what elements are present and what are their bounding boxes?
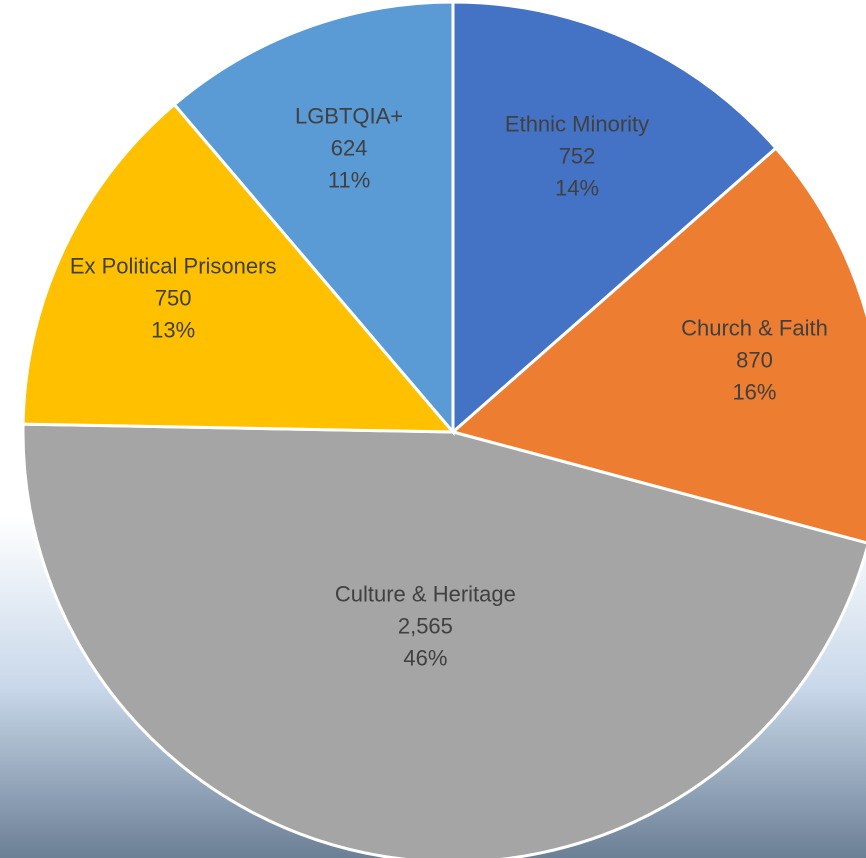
slice-category-label: Ethnic Minority (505, 112, 649, 137)
slice-category-label: Ex Political Prisoners (70, 253, 277, 278)
slice-category-label: Church & Faith (681, 315, 828, 340)
slice-category-label: Culture & Heritage (335, 582, 516, 607)
slice-percent-label: 13% (151, 317, 195, 342)
slice-percent-label: 14% (555, 176, 599, 201)
slice-percent-label: 46% (403, 646, 447, 671)
page: Ethnic Minority 752 14% Church & Faith 870 16… (0, 0, 866, 858)
pie (23, 2, 866, 858)
slice-value-label: 750 (155, 285, 192, 310)
slice-category-label: LGBTQIA+ (295, 103, 403, 128)
slice-value-label: 752 (559, 144, 596, 169)
slice-value-label: 2,565 (398, 614, 453, 639)
slice-value-label: 870 (736, 347, 773, 372)
slice-value-label: 624 (331, 135, 368, 160)
slice-percent-label: 16% (732, 379, 776, 404)
slice-percent-label: 11% (328, 167, 370, 192)
chart: Ethnic Minority 752 14% Church & Faith 870 16… (0, 0, 866, 858)
